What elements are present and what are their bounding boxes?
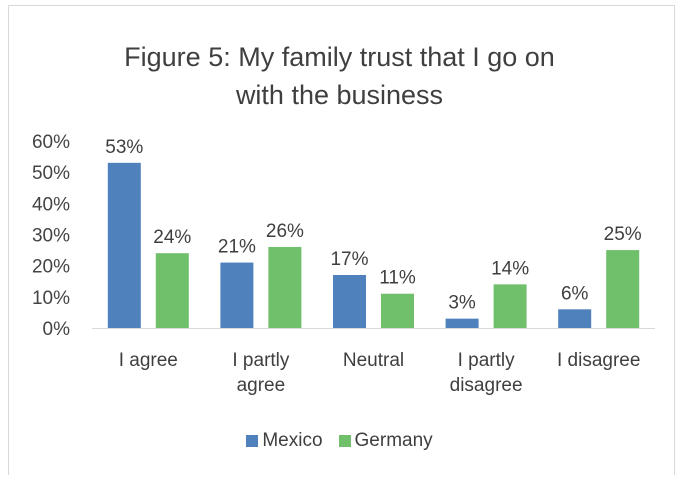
data-label-mexico: 21% (218, 237, 256, 258)
y-tick-label: 10% (32, 288, 70, 309)
data-label-mexico: 6% (561, 283, 589, 304)
x-category-label: I agree (119, 350, 178, 371)
legend-item-mexico: Mexico (246, 430, 323, 452)
x-category-label: disagree (450, 375, 523, 396)
bar-germany (155, 253, 189, 328)
legend-label-germany: Germany (354, 430, 433, 451)
data-label-mexico: 3% (448, 293, 476, 314)
data-label-mexico: 17% (330, 249, 368, 270)
bar-mexico (220, 262, 254, 328)
bar-mexico (558, 309, 592, 328)
bar-germany (268, 246, 302, 328)
chart-title-line-2: with the business (235, 80, 444, 110)
chart-title-line-1: Figure 5: My family trust that I go on (124, 42, 555, 72)
legend-label-mexico: Mexico (262, 430, 323, 451)
data-label-germany: 14% (491, 258, 529, 279)
bar-mexico (445, 318, 479, 328)
y-tick-label: 50% (32, 163, 70, 184)
chart-title: Figure 5: My family trust that I go on w… (0, 38, 679, 114)
x-category-label: I partly (458, 350, 516, 371)
data-label-germany: 26% (266, 221, 304, 242)
legend-swatch-mexico (246, 435, 259, 447)
y-tick-label: 0% (43, 319, 71, 340)
data-label-germany: 11% (379, 268, 416, 289)
x-category-label: I partly (232, 350, 290, 371)
data-label-mexico: 53% (105, 137, 143, 158)
x-category-label: Neutral (343, 350, 404, 371)
bar-mexico (107, 162, 141, 328)
y-tick-label: 60% (32, 132, 70, 153)
x-category-label: I disagree (557, 350, 640, 371)
bar-germany (381, 293, 414, 328)
bar-germany (606, 250, 640, 328)
data-label-germany: 24% (153, 227, 191, 248)
legend-swatch-germany (338, 435, 351, 447)
legend-item-germany: Germany (338, 430, 433, 452)
legend: Mexico Germany (0, 430, 679, 452)
y-tick-label: 30% (32, 226, 70, 247)
y-tick-label: 40% (32, 194, 70, 215)
data-label-germany: 25% (604, 224, 642, 245)
bar-germany (493, 284, 527, 328)
bar-mexico (333, 275, 366, 328)
y-tick-label: 20% (32, 257, 70, 278)
x-category-label: agree (237, 375, 286, 396)
